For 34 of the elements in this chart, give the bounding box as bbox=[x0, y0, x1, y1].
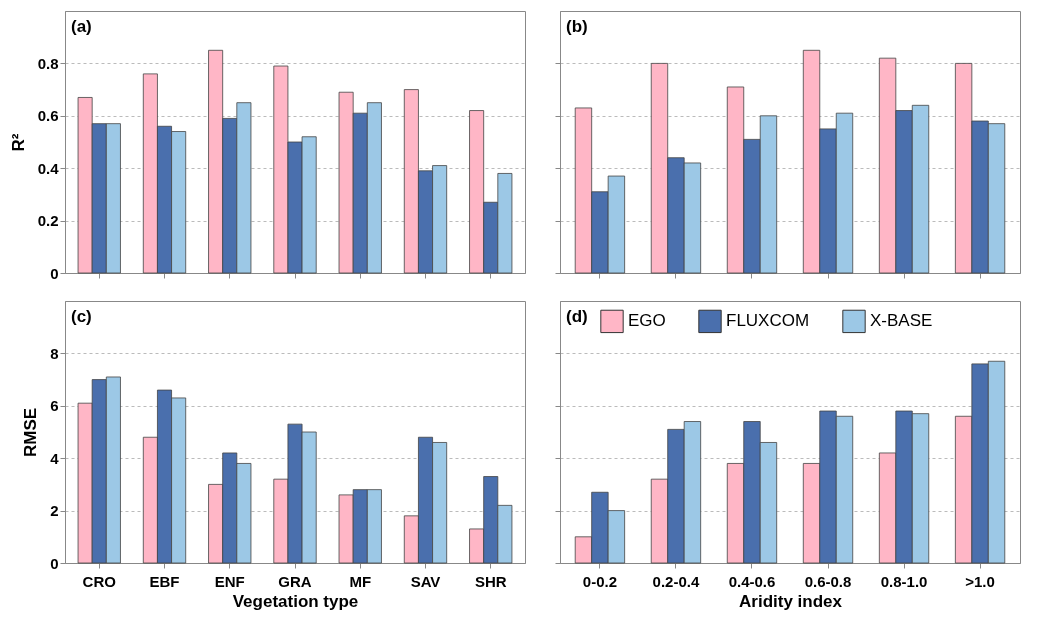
y-tick-label: 0 bbox=[50, 264, 59, 282]
y-tick-label: 0.2 bbox=[37, 212, 59, 230]
x-tick-label: 0.6-0.8 bbox=[804, 572, 852, 590]
x-tick-label: >1.0 bbox=[965, 572, 995, 590]
y-axis-title: RMSE bbox=[21, 407, 41, 458]
y-tick-label: 6 bbox=[50, 397, 59, 415]
x-axis-title: Vegetation type bbox=[232, 591, 359, 611]
x-tick-label: EBF bbox=[149, 572, 180, 590]
y-tick-label: 0 bbox=[50, 554, 59, 572]
x-tick-label: CRO bbox=[82, 572, 117, 590]
x-tick-label: 0.8-1.0 bbox=[880, 572, 928, 590]
y-tick-label: 4 bbox=[50, 449, 60, 467]
x-tick-label: 0-0.2 bbox=[582, 572, 618, 590]
legend-label: X-BASE bbox=[870, 311, 933, 331]
x-tick-label: 0.4-0.6 bbox=[728, 572, 776, 590]
y-tick-label: 8 bbox=[50, 344, 59, 362]
x-tick-label: 0.2-0.4 bbox=[652, 572, 700, 590]
x-tick-label: SHR bbox=[474, 572, 507, 590]
legend-label: FLUXCOM bbox=[726, 311, 810, 331]
y-tick-label: 2 bbox=[50, 502, 59, 520]
annotation: (a) bbox=[71, 17, 92, 36]
annotation: (b) bbox=[566, 17, 588, 36]
annotation: (d) bbox=[566, 307, 588, 326]
x-axis-title: Aridity index bbox=[739, 591, 843, 611]
y-tick-label: 0.8 bbox=[37, 54, 59, 72]
x-tick-label: GRA bbox=[278, 572, 312, 590]
y-tick-label: 0.6 bbox=[37, 107, 59, 125]
x-tick-label: ENF bbox=[214, 572, 245, 590]
x-tick-label: MF bbox=[349, 572, 372, 590]
annotation: (c) bbox=[71, 307, 92, 326]
x-tick-label: SAV bbox=[410, 572, 441, 590]
legend-label: EGO bbox=[628, 311, 666, 331]
y-axis-title: R² bbox=[8, 133, 28, 152]
y-tick-label: 0.4 bbox=[37, 159, 60, 177]
